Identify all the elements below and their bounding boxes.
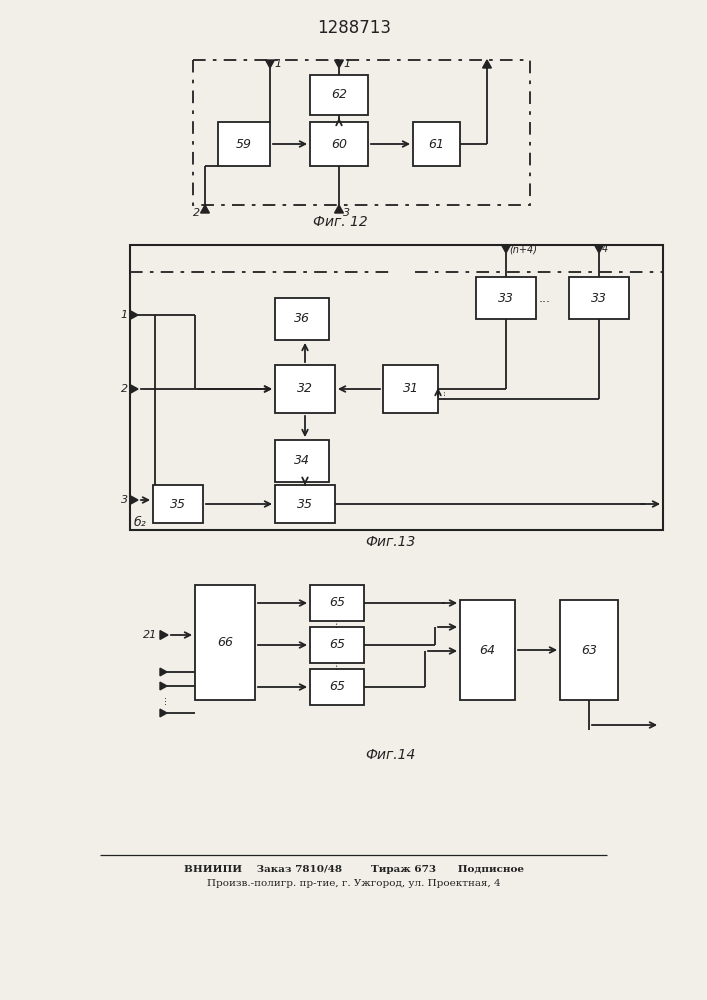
- Bar: [275, 440, 329, 482]
- Text: 33: 33: [498, 292, 514, 304]
- Text: Фиг. 12: Фиг. 12: [312, 215, 368, 229]
- Polygon shape: [334, 60, 344, 68]
- Text: 31: 31: [402, 382, 419, 395]
- Text: 60: 60: [331, 137, 347, 150]
- Text: 36: 36: [294, 312, 310, 326]
- Bar: [560, 600, 618, 700]
- Text: 63: 63: [581, 644, 597, 656]
- Bar: [275, 365, 335, 413]
- Polygon shape: [130, 385, 138, 393]
- Bar: [383, 365, 438, 413]
- Text: 65: 65: [329, 680, 345, 694]
- Text: 65: 65: [329, 596, 345, 609]
- Text: 2: 2: [193, 208, 200, 218]
- Text: ⋯: ⋯: [332, 659, 342, 669]
- Bar: [460, 600, 515, 700]
- Polygon shape: [130, 311, 138, 319]
- Bar: [413, 122, 460, 166]
- Polygon shape: [201, 205, 209, 213]
- Bar: [569, 277, 629, 319]
- Text: 35: 35: [297, 497, 313, 510]
- Text: 4: 4: [602, 244, 608, 254]
- Text: 2: 2: [121, 384, 128, 394]
- Text: 61: 61: [428, 137, 445, 150]
- Text: ⋯: ⋯: [332, 617, 342, 627]
- Text: 1: 1: [121, 310, 128, 320]
- Text: Фиг.13: Фиг.13: [365, 535, 415, 549]
- Text: 3: 3: [343, 208, 350, 218]
- Text: 62: 62: [331, 89, 347, 102]
- Text: ...: ...: [158, 696, 168, 704]
- Text: 65: 65: [329, 639, 345, 652]
- Polygon shape: [483, 60, 491, 68]
- Bar: [476, 277, 536, 319]
- Text: 64: 64: [479, 644, 496, 656]
- Polygon shape: [266, 60, 274, 68]
- Bar: [218, 122, 270, 166]
- Bar: [310, 122, 368, 166]
- Polygon shape: [160, 631, 168, 639]
- Polygon shape: [595, 245, 603, 253]
- Text: 1: 1: [274, 59, 281, 69]
- Text: 34: 34: [294, 454, 310, 468]
- Text: ...: ...: [539, 292, 551, 304]
- Text: 35: 35: [170, 497, 186, 510]
- Bar: [310, 627, 364, 663]
- Text: Фиг.14: Фиг.14: [365, 748, 415, 762]
- Bar: [275, 485, 335, 523]
- Bar: [153, 485, 203, 523]
- Text: (n+4): (n+4): [509, 244, 537, 254]
- Polygon shape: [160, 709, 167, 717]
- Text: ...: ...: [440, 391, 450, 401]
- Text: 3: 3: [121, 495, 128, 505]
- Polygon shape: [334, 205, 344, 213]
- Bar: [275, 298, 329, 340]
- Polygon shape: [160, 668, 167, 676]
- Polygon shape: [501, 245, 510, 253]
- Text: 59: 59: [236, 137, 252, 150]
- Bar: [310, 669, 364, 705]
- Text: ВНИИПИ    Заказ 7810/48        Тираж 673      Подписное: ВНИИПИ Заказ 7810/48 Тираж 673 Подписное: [184, 864, 524, 874]
- Bar: [193, 60, 530, 205]
- Text: 32: 32: [297, 382, 313, 395]
- Polygon shape: [130, 496, 138, 504]
- Bar: [195, 585, 255, 700]
- Text: 1: 1: [343, 59, 350, 69]
- Polygon shape: [160, 682, 167, 690]
- Bar: [310, 75, 368, 115]
- Text: 33: 33: [591, 292, 607, 304]
- Text: 1288713: 1288713: [317, 19, 391, 37]
- Text: Произв.-полигр. пр-тие, г. Ужгород, ул. Проектная, 4: Произв.-полигр. пр-тие, г. Ужгород, ул. …: [207, 879, 501, 888]
- Text: 66: 66: [217, 636, 233, 649]
- Bar: [130, 245, 663, 530]
- Text: б₂: б₂: [134, 516, 147, 530]
- Bar: [310, 585, 364, 621]
- Text: 21: 21: [143, 630, 157, 640]
